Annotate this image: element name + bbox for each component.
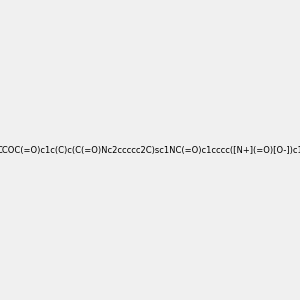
Text: CCOC(=O)c1c(C)c(C(=O)Nc2ccccc2C)sc1NC(=O)c1cccc([N+](=O)[O-])c1: CCOC(=O)c1c(C)c(C(=O)Nc2ccccc2C)sc1NC(=O…: [0, 146, 300, 154]
